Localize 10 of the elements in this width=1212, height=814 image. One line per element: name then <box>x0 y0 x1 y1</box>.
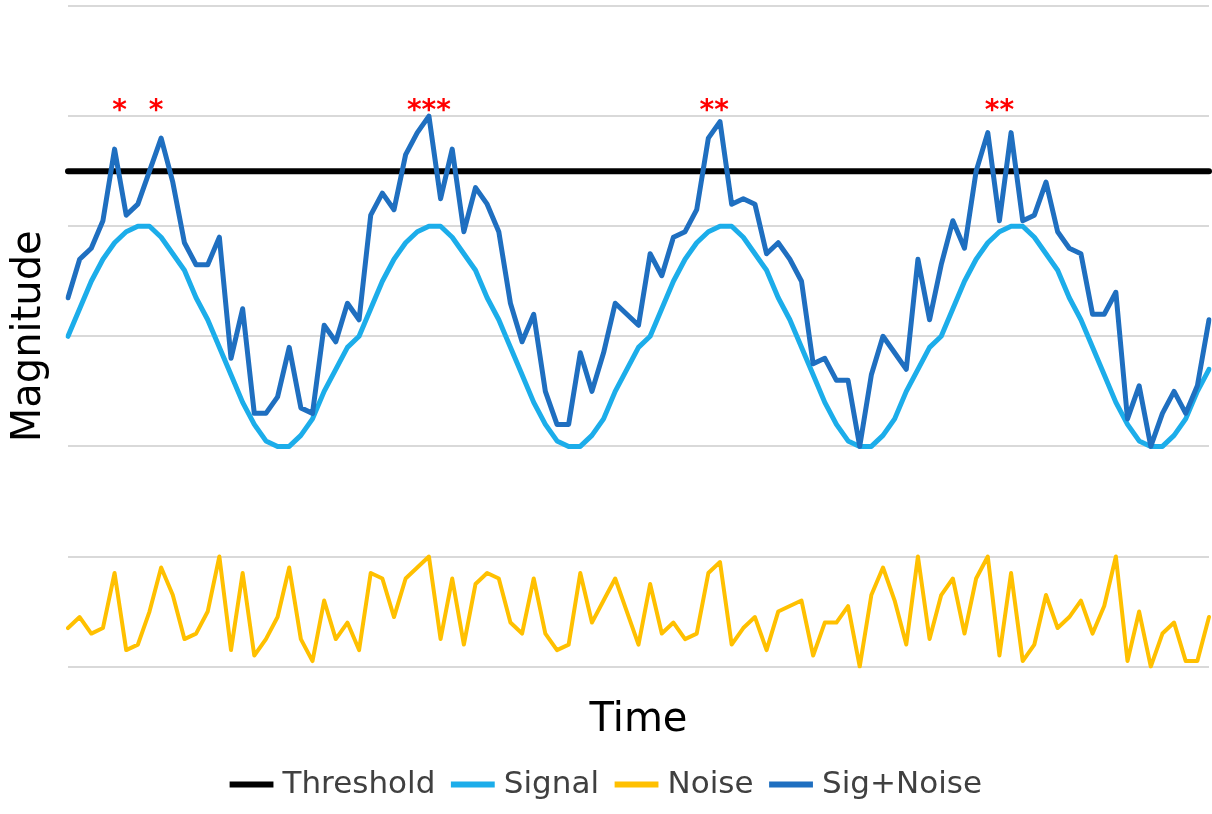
y-axis-title: Magnitude <box>3 230 50 443</box>
legend-label: Signal <box>503 763 600 800</box>
annotation: ** <box>699 93 729 127</box>
legend-label: Threshold <box>281 763 436 800</box>
annotation: *** <box>406 93 451 127</box>
annotation: ** <box>984 93 1015 127</box>
legend-label: Noise <box>667 763 754 800</box>
annotation: * * <box>112 93 164 127</box>
x-axis-title: Time <box>588 694 688 741</box>
legend-label: Sig+Noise <box>822 763 982 800</box>
